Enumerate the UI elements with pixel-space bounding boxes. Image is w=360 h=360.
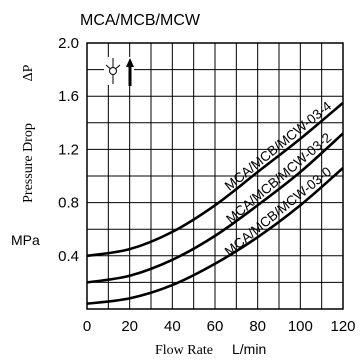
y-tick-label: 0.8 (58, 195, 79, 212)
chart-title: MCA/MCB/MCW (80, 12, 201, 29)
check-valve-symbol (104, 57, 134, 86)
x-tick-label: 80 (249, 318, 266, 335)
curve-2 (86, 132, 344, 284)
curves (86, 101, 344, 305)
y-tick-label: 1.6 (58, 88, 79, 105)
plot-frame (86, 42, 344, 310)
y-tick-label: 2.0 (58, 35, 79, 52)
y-tick-label: 1.2 (58, 141, 79, 158)
x-axis-unit: L/min (232, 341, 266, 357)
y-tick-label: 0.4 (58, 248, 79, 265)
curve-1 (86, 101, 344, 258)
x-tick-label: 100 (288, 318, 313, 335)
x-tick-label: 0 (83, 318, 91, 335)
y-axis-ticks: 0.4 0.8 1.2 1.6 2.0 (58, 35, 79, 265)
x-tick-label: 60 (207, 318, 224, 335)
chart-grid (87, 43, 343, 309)
x-tick-label: 120 (330, 318, 355, 335)
y-axis-unit: MPa (11, 232, 40, 248)
x-tick-label: 40 (164, 318, 181, 335)
x-tick-label: 20 (121, 318, 138, 335)
x-axis-ticks: 0 20 40 60 80 100 120 (83, 318, 356, 335)
y-axis-symbol: ΔP (21, 64, 36, 81)
y-axis-label: Pressure Drop (21, 123, 36, 203)
curve-3 (86, 167, 344, 305)
x-axis-label: Flow Rate (155, 343, 213, 358)
